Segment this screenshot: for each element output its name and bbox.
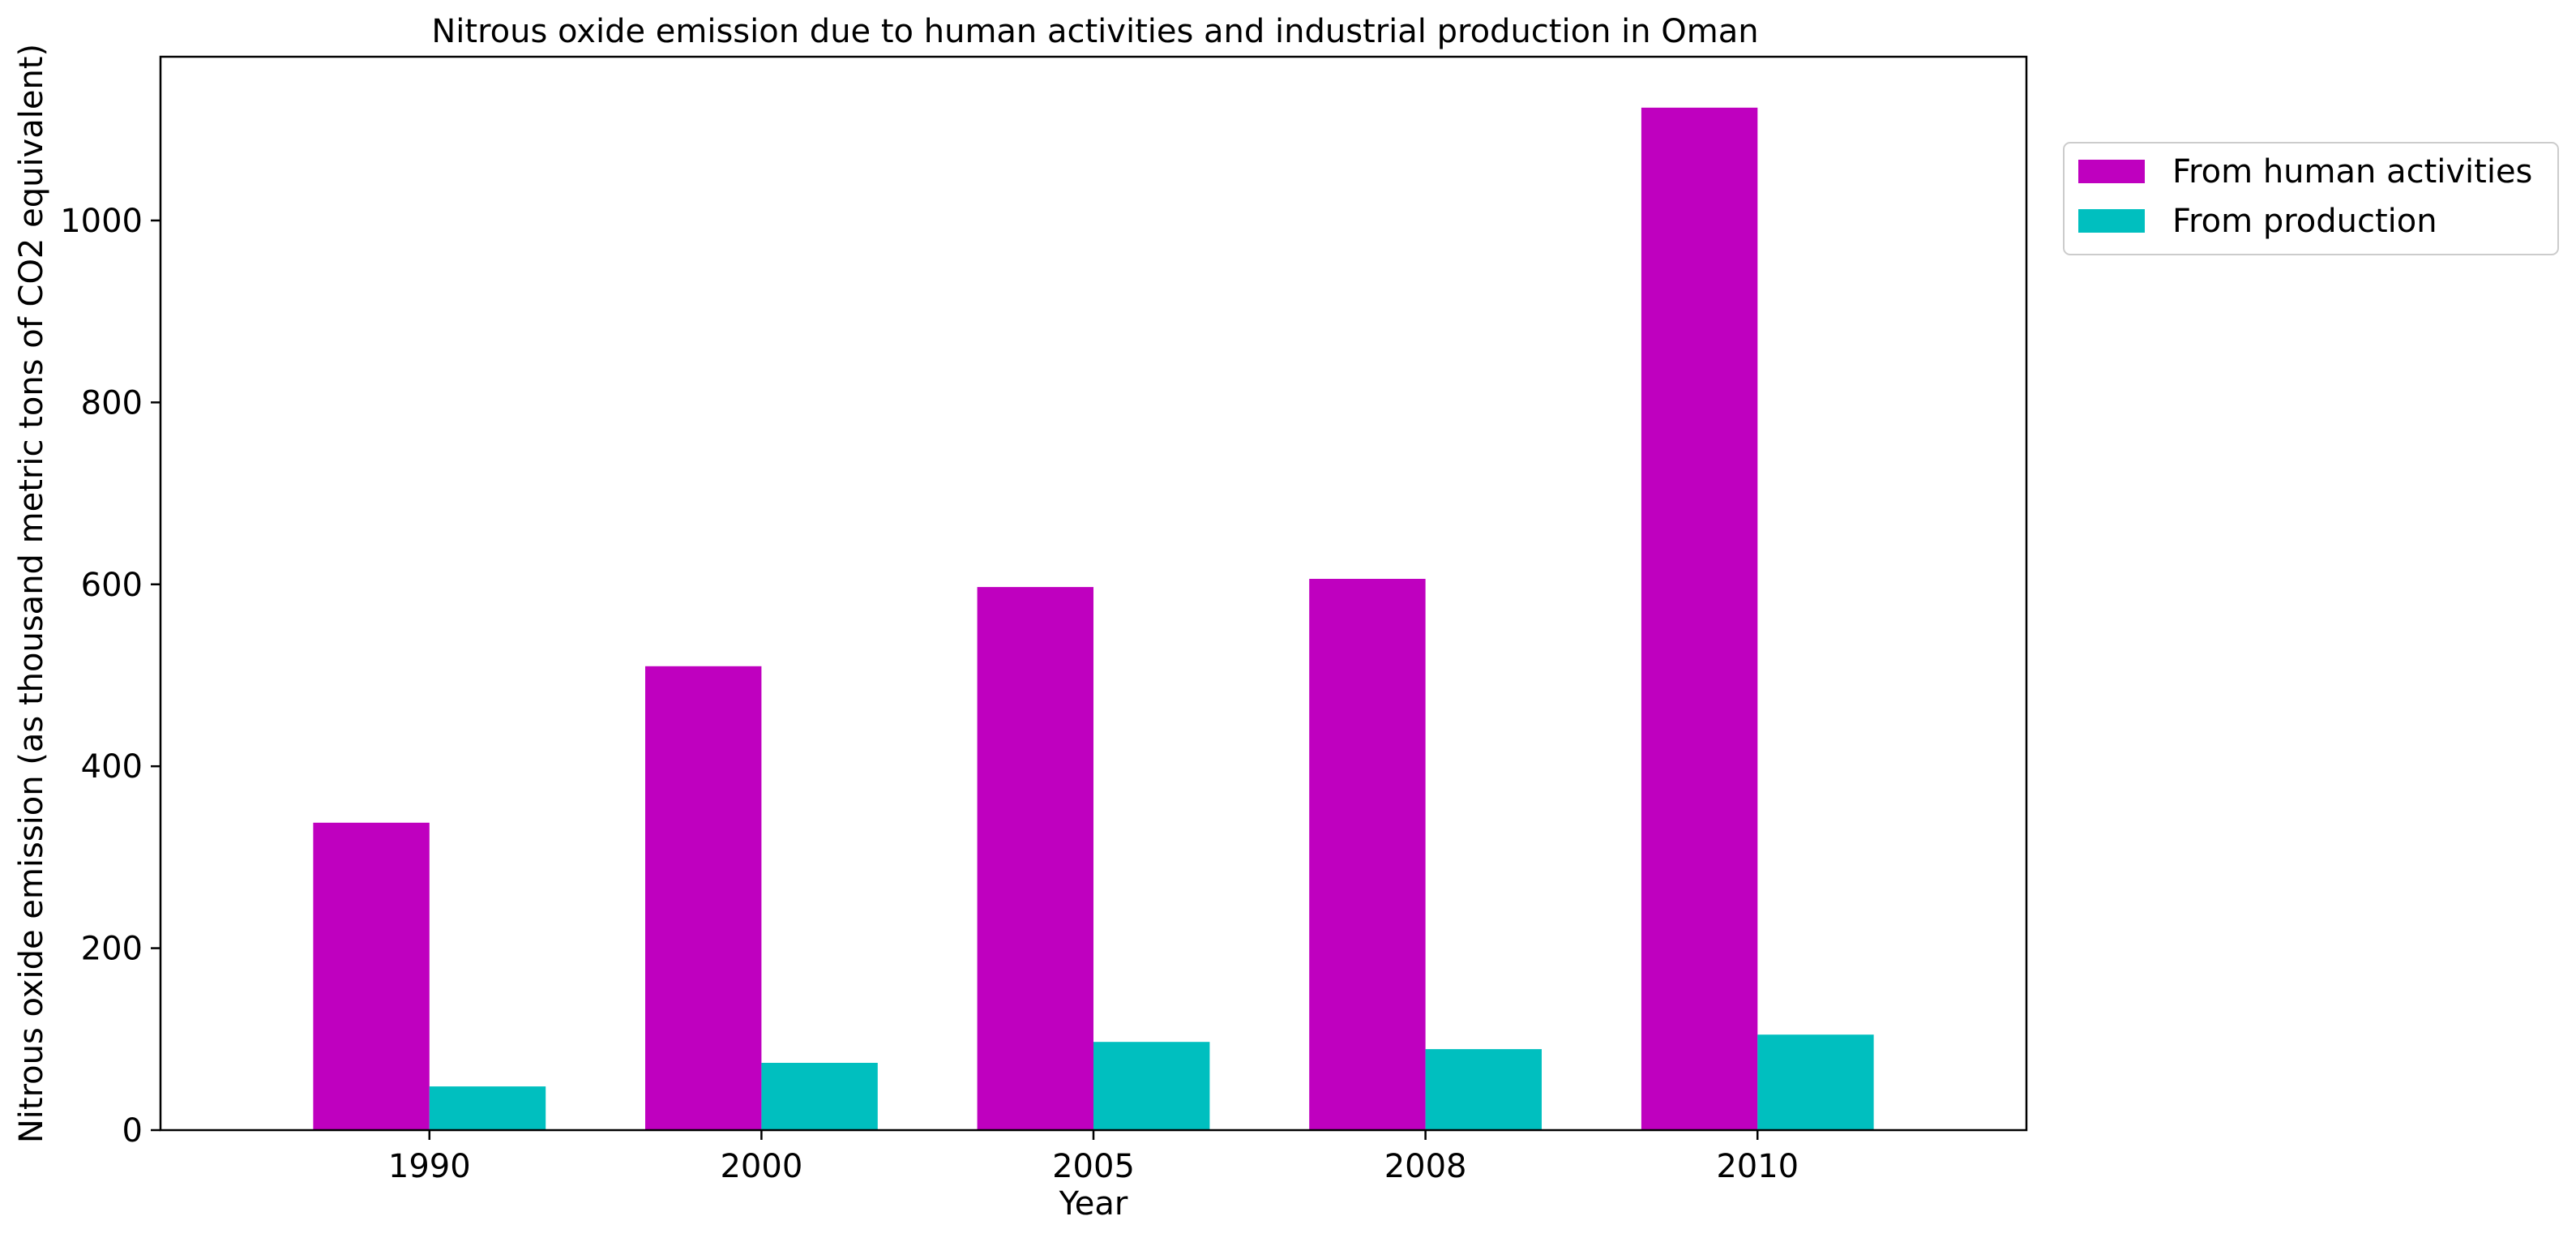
legend-swatch-production <box>2078 209 2145 233</box>
bars-layer <box>313 107 1874 1130</box>
bar-from-production-2000 <box>761 1063 878 1130</box>
bar-from-human-activities-2005 <box>977 587 1093 1130</box>
bar-from-human-activities-2008 <box>1309 579 1426 1130</box>
x-axis-label: Year <box>1059 1185 1128 1223</box>
bar-from-production-2010 <box>1757 1034 1874 1130</box>
bar-from-human-activities-1990 <box>313 822 430 1130</box>
y-tick-label: 0 <box>122 1112 143 1150</box>
y-tick-label: 600 <box>81 567 143 604</box>
y-axis-label: Nitrous oxide emission (as thousand metr… <box>13 44 50 1143</box>
legend: From human activities From production <box>2063 142 2559 255</box>
y-tick-label: 1000 <box>60 203 143 240</box>
legend-label-human-activities: From human activities <box>2172 153 2532 191</box>
y-tick-label: 800 <box>81 384 143 422</box>
bar-from-production-2005 <box>1093 1042 1210 1130</box>
ticks-layer: 1990 2000 2005 2008 2010 0 200 400 600 800 1000 <box>60 203 1799 1185</box>
y-tick-label: 400 <box>81 748 143 786</box>
x-tick-label: 2010 <box>1716 1148 1799 1185</box>
x-tick-label: 2008 <box>1384 1148 1467 1185</box>
legend-label-production: From production <box>2172 203 2437 240</box>
y-tick-label: 200 <box>81 931 143 968</box>
x-tick-label: 2000 <box>720 1148 802 1185</box>
bar-from-human-activities-2000 <box>645 666 762 1130</box>
legend-frame <box>2063 142 2559 255</box>
bar-from-production-1990 <box>429 1086 546 1130</box>
chart-title: Nitrous oxide emission due to human acti… <box>431 13 1758 50</box>
bar-from-production-2008 <box>1425 1049 1542 1130</box>
bar-from-human-activities-2010 <box>1641 107 1758 1130</box>
x-tick-label: 2005 <box>1052 1148 1135 1185</box>
legend-swatch-human-activities <box>2078 160 2145 183</box>
x-tick-label: 1990 <box>388 1148 471 1185</box>
